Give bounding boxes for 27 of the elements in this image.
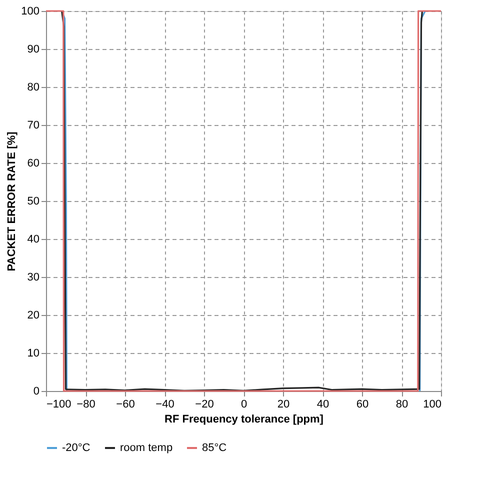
y-tick-label: 60 [27,158,40,170]
y-tick-label: 70 [27,120,40,132]
legend-label: -20°C [62,442,90,454]
y-tick-label: 40 [27,234,40,246]
x-tick-label: 0 [240,398,248,410]
y-tick-label: 100 [21,6,40,18]
y-tick-label: 0 [33,386,40,398]
y-tick-label: 30 [27,272,40,284]
y-tick-label: 50 [27,196,40,208]
x-tick-label: −40 [156,398,174,410]
x-tick-label: −20 [195,398,214,410]
x-tick-label: 20 [277,398,290,410]
y-tick-label: 20 [27,310,40,322]
x-tick-label: −80 [76,398,96,410]
y-axis-title: PACKET ERROR RATE [%] [6,131,18,272]
legend-label: room temp [120,442,173,454]
y-tick-label: 80 [27,82,40,94]
legend-label: 85°C [202,442,227,454]
x-tick-label: 40 [316,398,330,410]
x-tick-label: −100 [46,398,72,410]
x-tick-label: 100 [423,398,442,410]
x-tick-label: 80 [396,398,408,410]
y-tick-label: 10 [27,348,40,360]
x-axis-title: RF Frequency tolerance [ppm] [164,414,324,426]
x-tick-label: 60 [356,398,369,410]
x-tick-label: −60 [116,398,135,410]
y-tick-label: 90 [27,44,40,56]
